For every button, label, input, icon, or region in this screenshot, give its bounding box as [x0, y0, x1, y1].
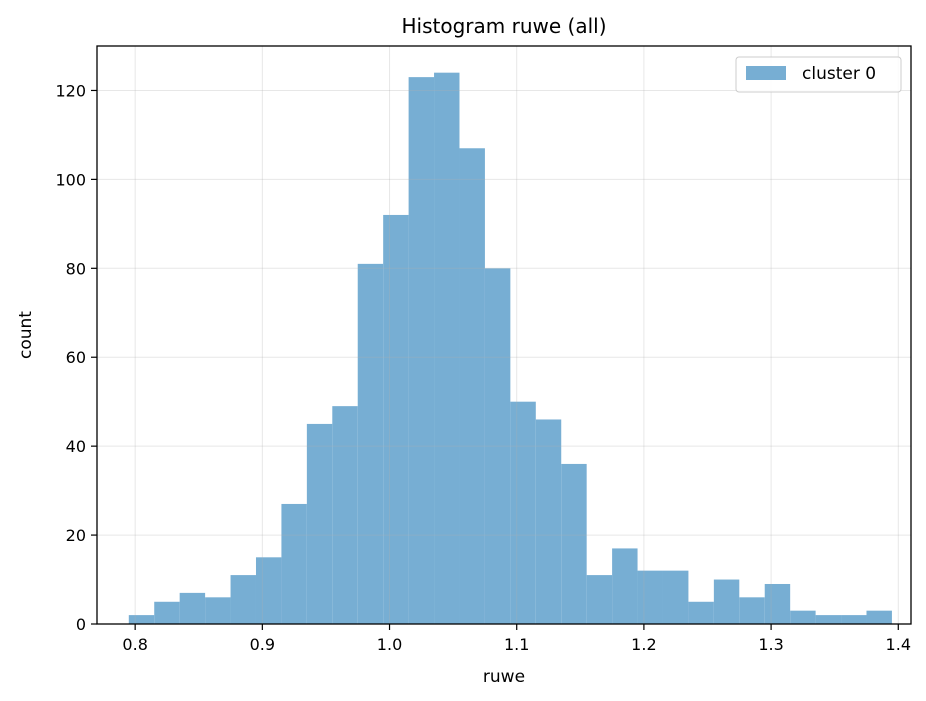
histogram-bar	[205, 597, 231, 624]
histogram-bar	[561, 463, 587, 624]
histogram-bar	[535, 419, 562, 624]
histogram-bar	[612, 548, 638, 624]
y-tick-label: 120	[55, 81, 86, 100]
legend-label: cluster 0	[802, 64, 876, 84]
histogram-bar	[688, 601, 714, 624]
histogram-bar	[128, 615, 155, 624]
x-axis-label: ruwe	[483, 667, 525, 687]
histogram-bar	[179, 592, 206, 624]
chart-title: Histogram ruwe (all)	[402, 14, 607, 38]
histogram-bar	[255, 557, 282, 624]
histogram-bar	[637, 570, 663, 624]
histogram-bar	[841, 615, 867, 624]
y-tick-label: 40	[66, 437, 86, 456]
x-tick-label: 1.4	[886, 635, 911, 654]
histogram-bars	[128, 72, 892, 625]
x-tick-label: 1.0	[377, 635, 402, 654]
histogram-bar	[764, 583, 791, 624]
y-tick-label: 20	[66, 526, 86, 545]
histogram-bar	[815, 615, 842, 624]
histogram-bar	[154, 601, 180, 624]
histogram-bar	[713, 579, 740, 624]
x-tick-label: 0.9	[250, 635, 275, 654]
y-tick-label: 80	[66, 259, 86, 278]
histogram-bar	[790, 610, 816, 624]
x-tick-label: 0.8	[122, 635, 147, 654]
histogram-bar	[230, 575, 256, 624]
y-tick-label: 60	[66, 348, 86, 367]
x-tick-label: 1.2	[631, 635, 656, 654]
x-axis-ticks: 0.8 0.9 1.0 1.1 1.2 1.3 1.4	[122, 624, 911, 654]
plot-frame	[96, 45, 912, 625]
histogram-bar	[739, 597, 765, 624]
histogram-bar	[586, 575, 613, 624]
x-tick-label: 1.3	[758, 635, 783, 654]
legend: cluster 0	[735, 56, 902, 93]
histogram-bar	[866, 610, 892, 624]
histogram-bar	[510, 401, 536, 624]
histogram-bar	[408, 77, 435, 625]
histogram-bar	[383, 214, 409, 624]
histogram-bar	[281, 503, 307, 624]
x-tick-label: 1.1	[504, 635, 529, 654]
y-tick-label: 0	[76, 615, 86, 634]
legend-box	[735, 56, 902, 93]
histogram-bar	[332, 406, 358, 624]
histogram-bar	[662, 570, 689, 624]
histogram-bar	[357, 263, 384, 624]
y-axis-ticks: 0 20 40 60 80 100 120	[55, 81, 97, 634]
y-axis-label: count	[16, 311, 36, 359]
histogram-bar	[306, 423, 333, 624]
y-tick-label: 100	[55, 170, 86, 189]
histogram-bar	[484, 268, 511, 624]
histogram-bar	[459, 148, 485, 624]
histogram-bar	[434, 72, 460, 624]
legend-swatch	[746, 66, 786, 80]
